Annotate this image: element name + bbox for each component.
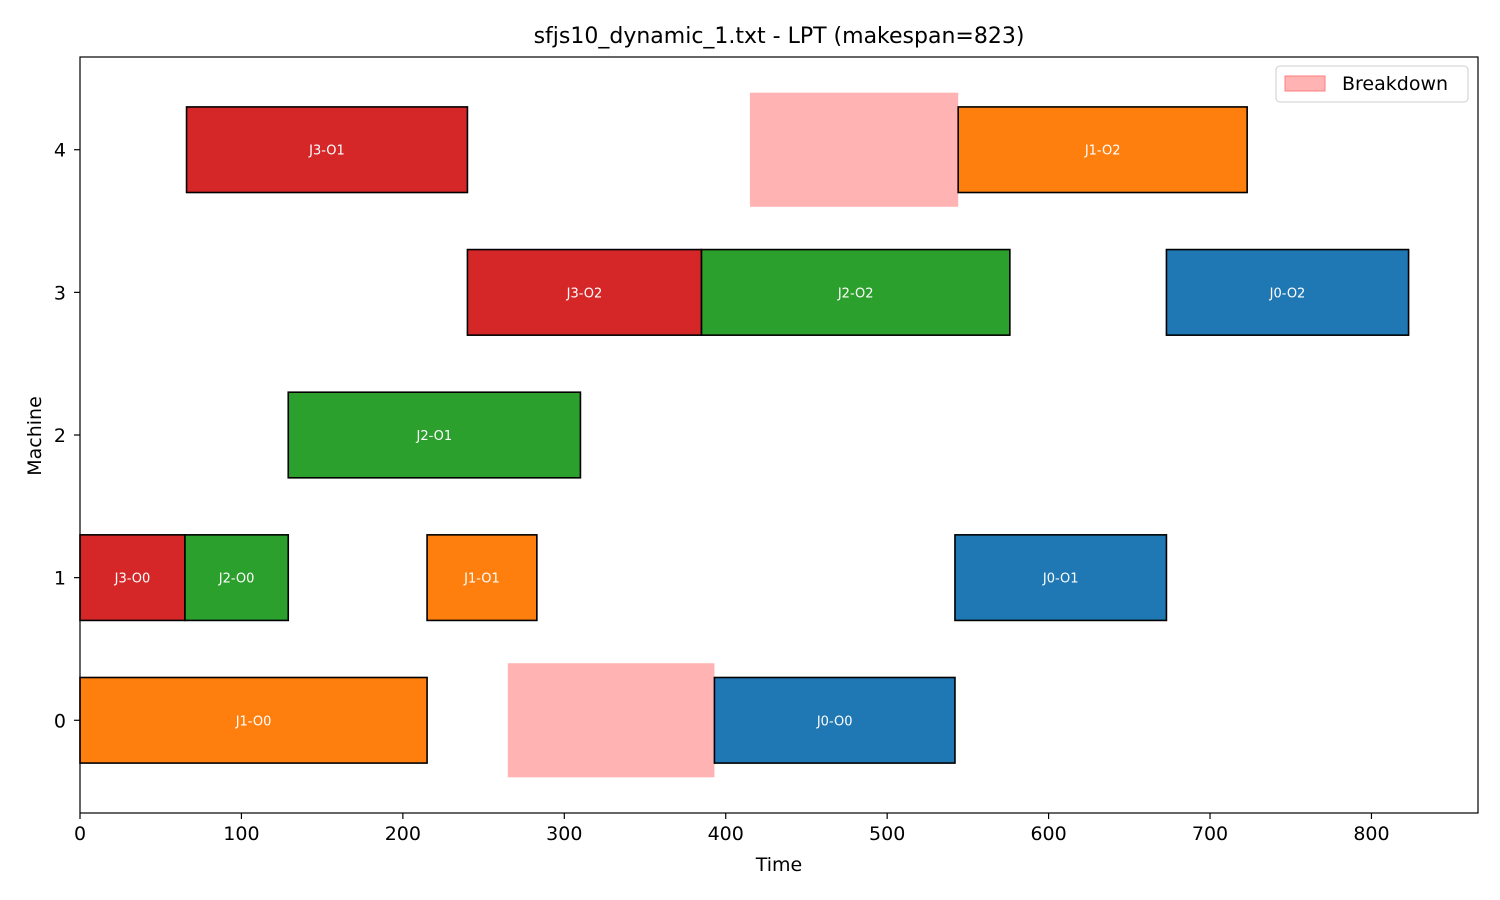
x-tick-label: 300: [546, 823, 582, 845]
x-tick-label: 500: [869, 823, 905, 845]
y-tick-label: 3: [54, 282, 66, 304]
legend-swatch-breakdown: [1284, 75, 1326, 92]
operation-label: J1-O0: [235, 714, 272, 729]
x-tick-label: 0: [74, 823, 86, 845]
operation-bar: [79, 676, 428, 764]
operation-label: J2-O2: [837, 286, 874, 301]
operation-bar: [1165, 248, 1410, 336]
operation-label: J0-O0: [816, 714, 853, 729]
operation-bar: [713, 676, 956, 764]
operation-bar: [954, 534, 1168, 622]
operation-label: J1-O1: [463, 572, 500, 587]
breakdown-bar: [507, 663, 715, 778]
operation-bar: [700, 248, 1011, 336]
y-tick-label: 1: [54, 568, 66, 590]
operation-label: J0-O2: [1269, 286, 1306, 301]
operation-bar: [185, 106, 469, 194]
x-tick-label: 700: [1192, 823, 1228, 845]
operation-bar: [184, 534, 290, 622]
x-tick-label: 100: [223, 823, 259, 845]
y-axis-ticks: 0 1 2 3 4: [54, 140, 80, 732]
x-axis-label: Time: [755, 854, 803, 876]
operation-label: J2-O1: [416, 429, 453, 444]
x-tick-label: 800: [1353, 823, 1389, 845]
operation-label: J0-O1: [1042, 572, 1079, 587]
operation-bar: [957, 106, 1248, 194]
x-tick-label: 400: [708, 823, 744, 845]
operation-bar: [79, 534, 186, 622]
operation-label: J3-O2: [566, 286, 603, 301]
operation-label: J3-O0: [114, 572, 151, 587]
operation-bar: [466, 248, 703, 336]
x-tick-label: 200: [385, 823, 421, 845]
operation-bar: [287, 391, 582, 479]
operation-label: J2-O0: [218, 572, 255, 587]
operation-label: J3-O1: [308, 144, 345, 159]
plot-area: J1-O0 J0-O0 J3-O0 J2-O0 J1-O1 J0-O1 J2-O1 J3-O2…: [79, 92, 1410, 778]
y-axis-label: Machine: [24, 396, 46, 476]
chart-title: sfjs10_dynamic_1.txt - LPT (makespan=823…: [534, 24, 1025, 49]
breakdown-bar: [749, 92, 959, 207]
x-tick-label: 600: [1030, 823, 1066, 845]
legend: Breakdown: [1275, 65, 1469, 103]
operation-label: J1-O2: [1084, 144, 1121, 159]
operation-bar: [426, 534, 538, 622]
x-axis-ticks: 0 100 200 300 400 500 600 700 800: [74, 813, 1390, 845]
legend-box: [1275, 65, 1469, 103]
y-tick-label: 4: [54, 140, 66, 162]
legend-label-breakdown: Breakdown: [1342, 73, 1448, 95]
y-tick-label: 2: [54, 425, 66, 447]
y-tick-label: 0: [54, 710, 66, 732]
